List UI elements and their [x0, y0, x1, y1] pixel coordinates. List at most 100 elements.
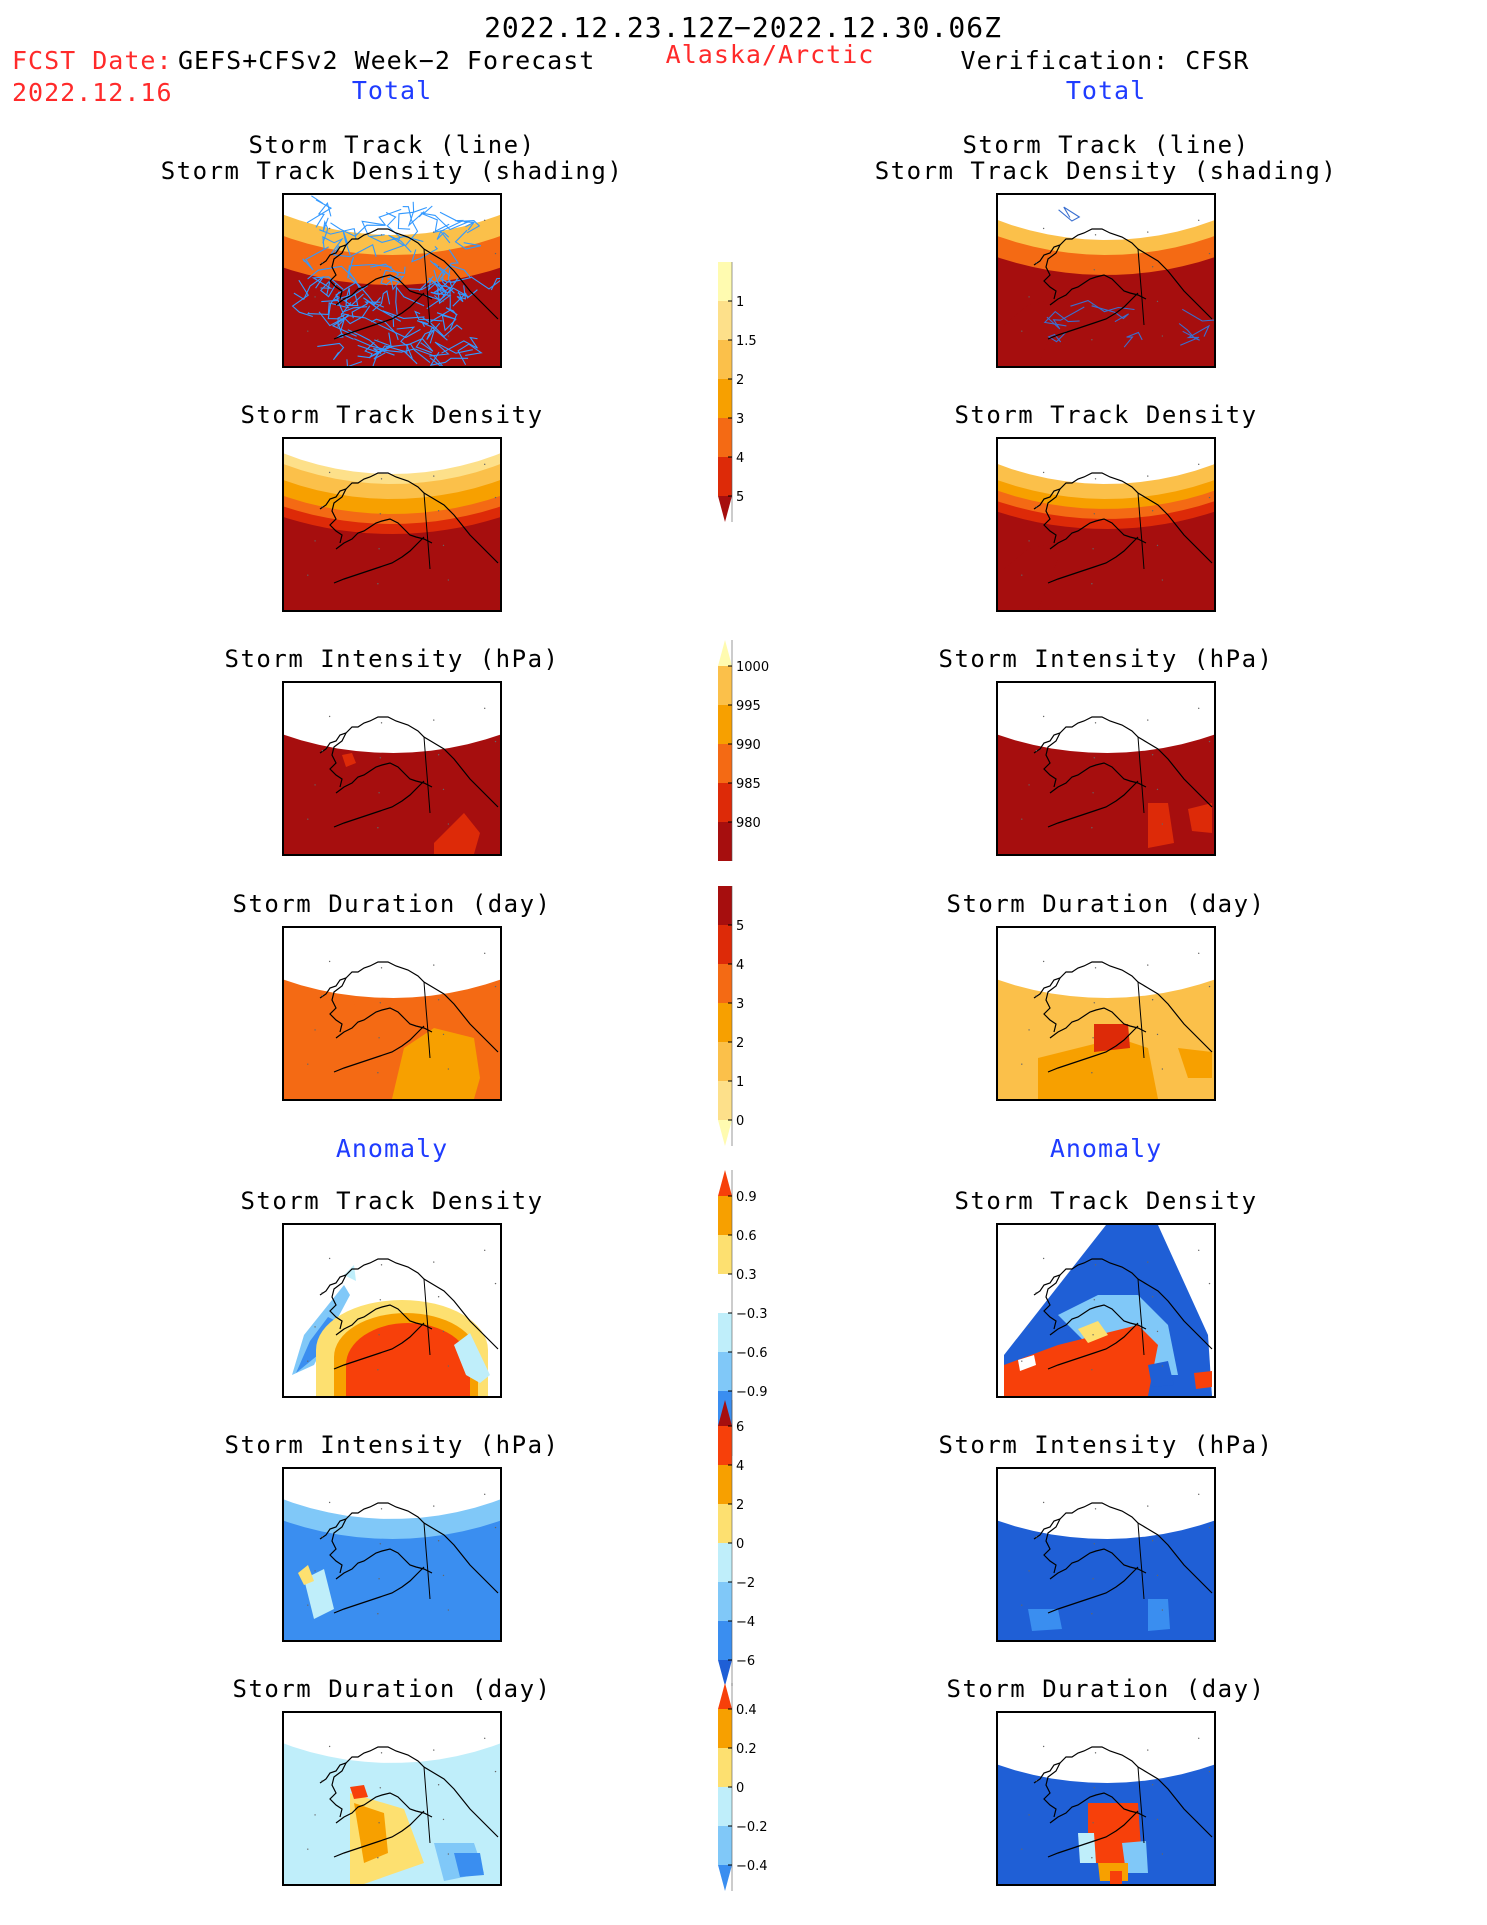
coastline — [1043, 732, 1061, 788]
colorbar-tick-label: −6 — [736, 1654, 755, 1669]
colorbar-tick-label: 0 — [736, 1114, 744, 1129]
storm-track-line — [302, 246, 329, 271]
coastline — [1043, 488, 1061, 544]
right-total-label: Total — [1065, 76, 1147, 105]
colorbar-tick-label: 1 — [736, 295, 744, 310]
coastline — [329, 488, 347, 544]
graticule-dot — [380, 478, 383, 480]
graticule-dot — [307, 574, 309, 576]
graticule-dot — [1094, 1508, 1097, 1510]
graticule-dot — [1094, 722, 1097, 724]
graticule-dot — [1035, 261, 1038, 264]
graticule-dot — [1091, 1857, 1093, 1859]
graticule-dot — [433, 1749, 435, 1751]
colorbar-tip — [718, 1400, 732, 1426]
graticule-dot — [1091, 1072, 1093, 1074]
graticule-dot — [314, 296, 316, 298]
shading-region — [1004, 299, 1058, 366]
graticule-dot — [433, 964, 435, 966]
storm-track-line — [340, 301, 371, 325]
colorbar-segment — [718, 1313, 732, 1352]
graticule-dot — [484, 1249, 486, 1252]
graticule-dot — [328, 1257, 331, 1260]
graticule-dot — [378, 304, 380, 306]
graticule-dot — [307, 1848, 309, 1850]
graticule-dot — [433, 719, 435, 721]
colorbar-segment — [718, 925, 732, 964]
graticule-dot — [447, 1068, 450, 1070]
map-panel — [996, 1223, 1216, 1398]
graticule-dot — [328, 715, 331, 718]
storm-track-line — [307, 265, 361, 290]
storm-track-line — [396, 326, 416, 354]
right-panel-1-title-2: Storm Track Density (shading) — [874, 157, 1338, 185]
graticule-dot — [1161, 1609, 1164, 1611]
shading-region — [454, 1333, 490, 1383]
shading-region — [1018, 1355, 1036, 1371]
graticule-dot — [494, 1282, 497, 1285]
graticule-dot — [433, 231, 435, 233]
left-panel-5-title: Storm Track Density — [240, 1187, 544, 1215]
left-panel-3-title: Storm Intensity (hPa) — [224, 645, 560, 673]
graticule-dot — [379, 513, 382, 515]
graticule-dot — [1151, 999, 1154, 1001]
colorbar-segment — [718, 262, 732, 301]
graticule-dot — [321, 1779, 324, 1782]
storm-track-line — [436, 249, 459, 282]
colorbar-segment — [718, 886, 732, 925]
graticule-dot — [1151, 1296, 1154, 1298]
coastline — [329, 244, 347, 300]
colorbar-segment — [718, 301, 732, 340]
storm-track-line — [429, 341, 473, 357]
coastline — [329, 1762, 347, 1818]
graticule-dot — [1035, 1291, 1038, 1294]
shading-region — [1178, 1048, 1212, 1078]
graticule-dot — [377, 1857, 379, 1859]
graticule-dot — [378, 1334, 380, 1336]
storm-track-line — [370, 318, 399, 341]
colorbar-tick-label: −0.9 — [736, 1385, 768, 1400]
graticule-dot — [321, 749, 324, 752]
graticule-dot — [1156, 1330, 1159, 1333]
storm-track-line — [418, 276, 436, 292]
graticule-dot — [433, 1505, 435, 1507]
date-range-title: 2022.12.23.12Z−2022.12.30.06Z — [484, 11, 1002, 44]
graticule-dot — [1035, 1535, 1038, 1538]
graticule-dot — [1156, 300, 1159, 303]
graticule-dot — [437, 754, 440, 756]
graticule-dot — [484, 1737, 486, 1740]
shading-region — [1148, 1599, 1170, 1631]
storm-track-line — [454, 229, 482, 250]
colorbar-intensity-anomaly: 6 4 2 0 −2 −4 −6 — [718, 1400, 788, 1706]
country-border — [1137, 736, 1145, 814]
coastline — [335, 518, 433, 550]
graticule-dot — [1021, 574, 1023, 576]
graticule-dot — [314, 1029, 316, 1031]
graticule-dot — [484, 1493, 486, 1496]
graticule-dot — [1042, 227, 1045, 230]
graticule-dot — [1093, 1002, 1096, 1004]
storm-track-line — [415, 329, 436, 354]
graticule-dot — [1093, 269, 1096, 271]
storm-track-line — [315, 202, 332, 228]
graticule-dot — [437, 1540, 440, 1542]
graticule-dot — [1091, 1369, 1093, 1371]
graticule-dot — [328, 227, 331, 230]
shading-region — [998, 734, 1214, 854]
coastline — [1043, 1518, 1061, 1574]
coastline — [319, 716, 499, 808]
graticule-dot — [1147, 231, 1149, 233]
graticule-dot — [307, 818, 309, 820]
graticule-dot — [447, 1365, 450, 1367]
storm-track-line — [422, 205, 450, 233]
storm-track-line — [306, 195, 333, 224]
graticule-dot — [1091, 827, 1093, 829]
storm-track-line — [395, 285, 425, 315]
storm-track-line — [426, 322, 448, 341]
storm-track-line — [357, 344, 403, 354]
storm-track-line — [351, 301, 381, 319]
storm-track-line — [332, 243, 377, 258]
shading-region — [1078, 1833, 1096, 1863]
shading-region — [342, 753, 356, 767]
colorbar-tick-label: 0.2 — [736, 1742, 757, 1757]
